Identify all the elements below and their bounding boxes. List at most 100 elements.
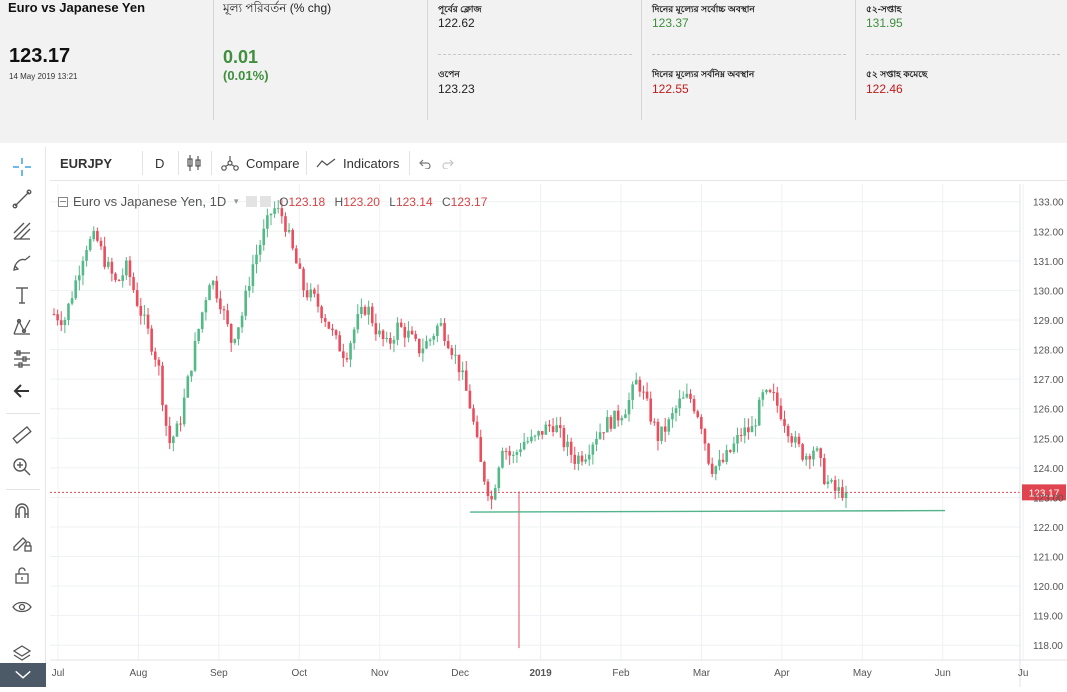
y-tick-label: 130.00 (1033, 286, 1064, 297)
candle-body (562, 427, 566, 448)
indicators-button[interactable]: Indicators (316, 145, 399, 181)
candle-body (56, 314, 59, 321)
undo-icon (419, 159, 431, 169)
candle-body (414, 334, 417, 339)
interval-button[interactable]: D (155, 155, 165, 171)
chevron-down-icon[interactable]: ▼ (232, 197, 241, 206)
candle-body (750, 426, 754, 433)
divider (438, 54, 632, 55)
series-title[interactable]: Euro vs Japanese Yen, 1D (73, 194, 227, 209)
candle-body (479, 437, 483, 462)
day-low-label: দিনের মূল্যের সর্বনিম্ন অবস্থান (652, 69, 755, 79)
y-tick-label: 128.00 (1033, 346, 1064, 357)
candle-body (569, 441, 573, 455)
candle-body (200, 312, 204, 330)
candle-body (783, 419, 786, 426)
candle-body (233, 339, 237, 343)
brush-icon[interactable] (8, 251, 36, 275)
candle-body (425, 341, 428, 349)
open-label: ওপেন (438, 69, 460, 79)
last-price: 123.17 (9, 45, 71, 67)
candle-body (291, 229, 294, 249)
candle-body (671, 413, 674, 420)
candle-body (642, 391, 645, 393)
candle-body (504, 450, 508, 452)
pitchfork-icon[interactable] (8, 219, 36, 243)
day-low-value: 122.55 (652, 82, 689, 96)
lock-drawing-icon[interactable] (8, 531, 36, 555)
candle-body (602, 432, 605, 434)
candle-body (352, 329, 356, 344)
close-icon[interactable] (260, 196, 272, 207)
close-value: 123.17 (450, 194, 488, 209)
candle-body (634, 379, 638, 385)
symbol-search[interactable]: EURJPY (60, 155, 113, 171)
candle-body (703, 428, 707, 444)
candle-body (436, 325, 439, 337)
candle-body (229, 324, 233, 343)
candle-body (161, 365, 164, 406)
candle-body (587, 454, 591, 460)
layers-icon[interactable] (8, 641, 36, 665)
candle-body (772, 391, 775, 393)
chart-pane[interactable]: 123.17 133.00 132.00 131.00 130.00 129.00 128… (50, 184, 1067, 687)
candle-body (511, 454, 515, 456)
undo-button[interactable] (416, 145, 432, 181)
collapse-toolbar-button[interactable] (0, 663, 46, 687)
arrow-back-icon[interactable] (8, 379, 36, 403)
candle-body (649, 398, 653, 422)
eye-icon[interactable] (8, 595, 36, 619)
settings-icon[interactable] (246, 196, 258, 207)
candle-body (790, 436, 794, 443)
candle-body (114, 273, 117, 280)
unlock-icon[interactable] (8, 563, 36, 587)
candle-body (135, 290, 139, 306)
candle-body (837, 487, 841, 491)
candle-body (172, 436, 175, 444)
candle-body (240, 315, 244, 328)
candle-body (251, 264, 255, 287)
crosshair-icon[interactable] (8, 155, 36, 179)
collapse-legend-icon[interactable] (58, 196, 68, 207)
divider (866, 54, 1060, 55)
candle-body (81, 260, 85, 276)
text-tool-icon[interactable] (8, 283, 36, 307)
pattern-tool-icon[interactable] (8, 315, 36, 339)
redo-button[interactable] (441, 145, 457, 181)
measure-projection-icon[interactable] (8, 347, 36, 371)
candle-body (204, 300, 208, 313)
candle-body (410, 330, 414, 335)
compare-icon (221, 156, 239, 171)
candle-body (269, 213, 273, 216)
candle-body (356, 313, 360, 330)
trend-line-icon[interactable] (8, 187, 36, 211)
ruler-icon[interactable] (8, 423, 36, 447)
candle-body (360, 306, 363, 314)
candle-body (374, 323, 378, 335)
candle-body (125, 260, 128, 276)
magnet-icon[interactable] (8, 499, 36, 523)
candle-body (334, 330, 338, 336)
y-tick-label: 120.00 (1033, 582, 1064, 593)
candle-body (284, 216, 287, 232)
candle-body (52, 314, 56, 316)
indicators-label: Indicators (343, 155, 400, 171)
candle-body (544, 424, 548, 435)
candle-body (182, 397, 186, 425)
candle-body (121, 275, 125, 281)
candle-body (421, 348, 425, 354)
y-tick-label: 133.00 (1033, 198, 1064, 209)
candle-body (674, 408, 678, 414)
candle-body (660, 426, 663, 441)
prev-close-label: পূর্বের ক্লোজ (438, 4, 482, 14)
zoom-in-icon[interactable] (8, 455, 36, 479)
candle-body (718, 459, 721, 467)
candle-body (667, 419, 671, 432)
candle-body (685, 393, 689, 398)
candle-body (276, 208, 280, 210)
compare-button[interactable]: Compare (220, 145, 299, 181)
prev-close-value: 122.62 (438, 16, 475, 30)
candle-body (150, 328, 153, 352)
chart-style-button[interactable] (186, 145, 202, 181)
price-chart[interactable]: 123.17 133.00 132.00 131.00 130.00 129.00 128… (50, 184, 1067, 687)
